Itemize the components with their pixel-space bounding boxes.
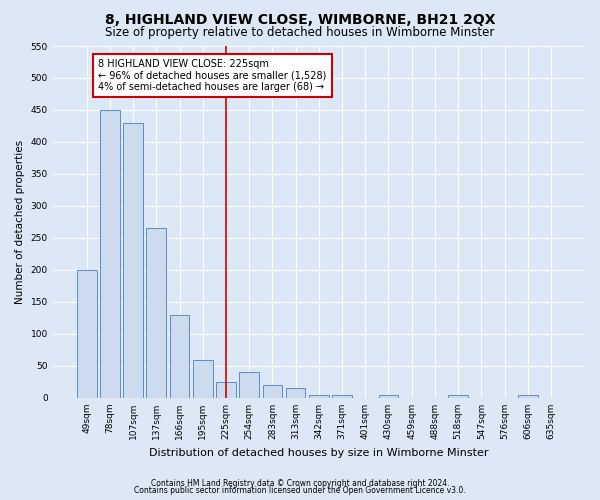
Bar <box>239 372 259 398</box>
Bar <box>170 314 190 398</box>
Text: Contains public sector information licensed under the Open Government Licence v3: Contains public sector information licen… <box>134 486 466 495</box>
Bar <box>216 382 236 398</box>
Text: 8 HIGHLAND VIEW CLOSE: 225sqm
← 96% of detached houses are smaller (1,528)
4% of: 8 HIGHLAND VIEW CLOSE: 225sqm ← 96% of d… <box>98 59 327 92</box>
Bar <box>518 394 538 398</box>
Bar <box>448 394 468 398</box>
Bar <box>100 110 120 398</box>
Bar <box>77 270 97 398</box>
Text: Size of property relative to detached houses in Wimborne Minster: Size of property relative to detached ho… <box>106 26 494 39</box>
Text: 8, HIGHLAND VIEW CLOSE, WIMBORNE, BH21 2QX: 8, HIGHLAND VIEW CLOSE, WIMBORNE, BH21 2… <box>105 12 495 26</box>
X-axis label: Distribution of detached houses by size in Wimborne Minster: Distribution of detached houses by size … <box>149 448 488 458</box>
Bar <box>309 394 329 398</box>
Bar <box>286 388 305 398</box>
Bar <box>332 394 352 398</box>
Bar <box>123 123 143 398</box>
Bar <box>146 228 166 398</box>
Y-axis label: Number of detached properties: Number of detached properties <box>15 140 25 304</box>
Bar <box>379 394 398 398</box>
Text: Contains HM Land Registry data © Crown copyright and database right 2024.: Contains HM Land Registry data © Crown c… <box>151 478 449 488</box>
Bar <box>263 385 282 398</box>
Bar <box>193 360 212 398</box>
